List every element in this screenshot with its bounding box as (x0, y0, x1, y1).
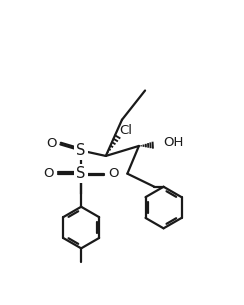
Text: O: O (108, 167, 119, 180)
Text: O: O (46, 137, 57, 150)
Text: Cl: Cl (119, 124, 132, 137)
Text: S: S (76, 143, 86, 158)
Text: OH: OH (163, 136, 184, 149)
Text: S: S (76, 166, 86, 181)
Text: O: O (44, 167, 54, 180)
